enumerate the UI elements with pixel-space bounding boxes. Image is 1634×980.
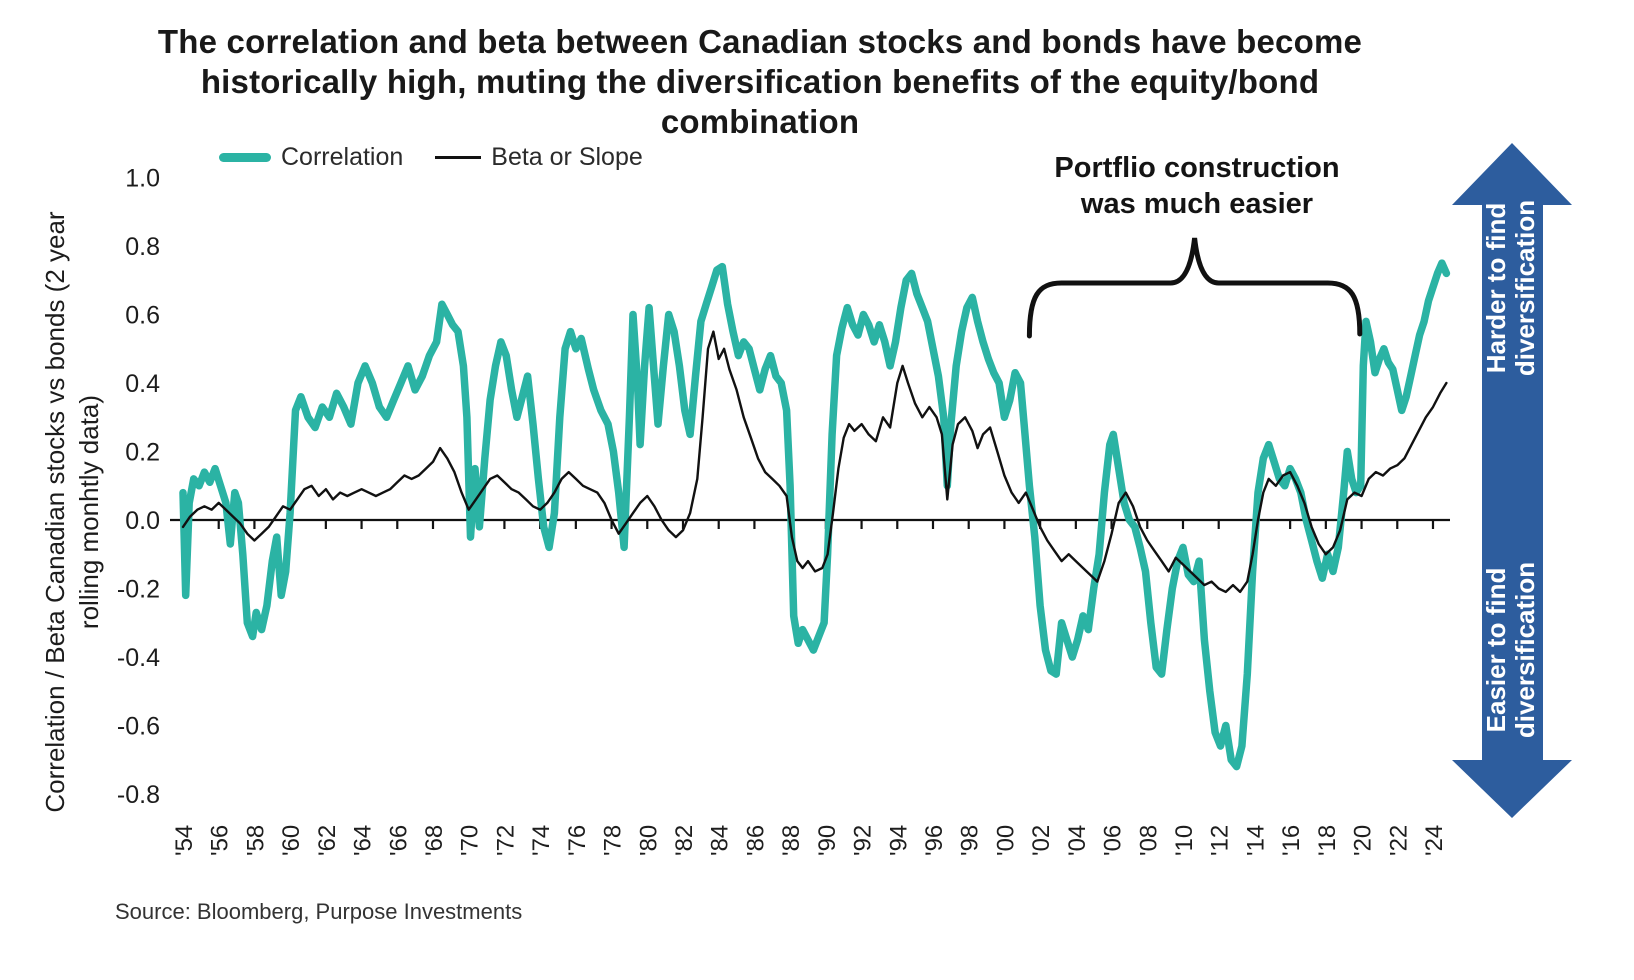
svg-text:'80: '80 bbox=[635, 825, 662, 856]
svg-text:'90: '90 bbox=[814, 825, 841, 856]
svg-text:'78: '78 bbox=[600, 825, 627, 856]
svg-text:0.2: 0.2 bbox=[125, 439, 160, 467]
svg-text:-0.8: -0.8 bbox=[117, 781, 160, 809]
svg-text:0.4: 0.4 bbox=[125, 370, 160, 398]
svg-text:0.8: 0.8 bbox=[125, 233, 160, 261]
svg-text:'24: '24 bbox=[1421, 825, 1448, 856]
arrow-label-harder: Harder to find diversification bbox=[1480, 199, 1540, 377]
svg-text:'70: '70 bbox=[457, 825, 484, 856]
svg-text:0.6: 0.6 bbox=[125, 302, 160, 330]
svg-text:'58: '58 bbox=[242, 825, 269, 856]
correlation-line-swatch bbox=[219, 152, 271, 162]
svg-text:'84: '84 bbox=[707, 825, 734, 856]
svg-text:'76: '76 bbox=[564, 825, 591, 856]
svg-text:'04: '04 bbox=[1064, 825, 1091, 856]
svg-text:'92: '92 bbox=[850, 825, 877, 856]
svg-text:-0.2: -0.2 bbox=[117, 576, 160, 604]
svg-text:'88: '88 bbox=[778, 825, 805, 856]
svg-text:1.0: 1.0 bbox=[125, 165, 160, 193]
svg-text:'96: '96 bbox=[921, 825, 948, 856]
svg-text:'06: '06 bbox=[1100, 825, 1127, 856]
brace-annotation-line2: was much easier bbox=[1080, 188, 1314, 220]
chart-legend: Correlation Beta or Slope bbox=[219, 142, 643, 172]
beta-line-swatch bbox=[435, 155, 482, 159]
svg-text:'94: '94 bbox=[885, 825, 912, 856]
brace-annotation-text: Portflio construction was much easier bbox=[1007, 150, 1387, 222]
svg-text:-0.6: -0.6 bbox=[117, 713, 160, 741]
svg-text:0.0: 0.0 bbox=[125, 507, 160, 535]
legend-label-beta: Beta or Slope bbox=[491, 142, 643, 171]
brace-annotation-line1: Portflio construction bbox=[1054, 152, 1340, 184]
svg-text:'02: '02 bbox=[1028, 825, 1055, 856]
legend-label-correlation: Correlation bbox=[281, 142, 404, 171]
double-headed-arrow-icon bbox=[1452, 143, 1572, 818]
svg-text:'62: '62 bbox=[314, 825, 341, 856]
svg-text:'16: '16 bbox=[1278, 825, 1305, 856]
svg-text:'12: '12 bbox=[1207, 825, 1234, 856]
svg-text:'54: '54 bbox=[171, 825, 198, 856]
svg-text:'82: '82 bbox=[671, 825, 698, 856]
svg-text:'74: '74 bbox=[528, 825, 555, 856]
svg-text:'08: '08 bbox=[1135, 825, 1162, 856]
chart-title: The correlation and beta between Canadia… bbox=[157, 23, 1363, 140]
arrow-label-easier: Easier to find diversification bbox=[1480, 561, 1540, 739]
svg-text:'56: '56 bbox=[207, 825, 234, 856]
svg-text:'20: '20 bbox=[1350, 825, 1377, 856]
source-caption: Source: Bloomberg, Purpose Investments bbox=[115, 899, 523, 924]
svg-text:'60: '60 bbox=[278, 825, 305, 856]
svg-text:'98: '98 bbox=[957, 825, 984, 856]
svg-text:'10: '10 bbox=[1171, 825, 1198, 856]
svg-text:'64: '64 bbox=[350, 825, 377, 856]
svg-text:'68: '68 bbox=[421, 825, 448, 856]
svg-text:'66: '66 bbox=[385, 825, 412, 856]
svg-text:'86: '86 bbox=[742, 825, 769, 856]
svg-text:-0.4: -0.4 bbox=[117, 644, 160, 672]
svg-text:'72: '72 bbox=[492, 825, 519, 856]
svg-text:'14: '14 bbox=[1242, 825, 1269, 856]
svg-text:'00: '00 bbox=[992, 825, 1019, 856]
svg-text:'18: '18 bbox=[1314, 825, 1341, 856]
svg-text:'22: '22 bbox=[1385, 825, 1412, 856]
